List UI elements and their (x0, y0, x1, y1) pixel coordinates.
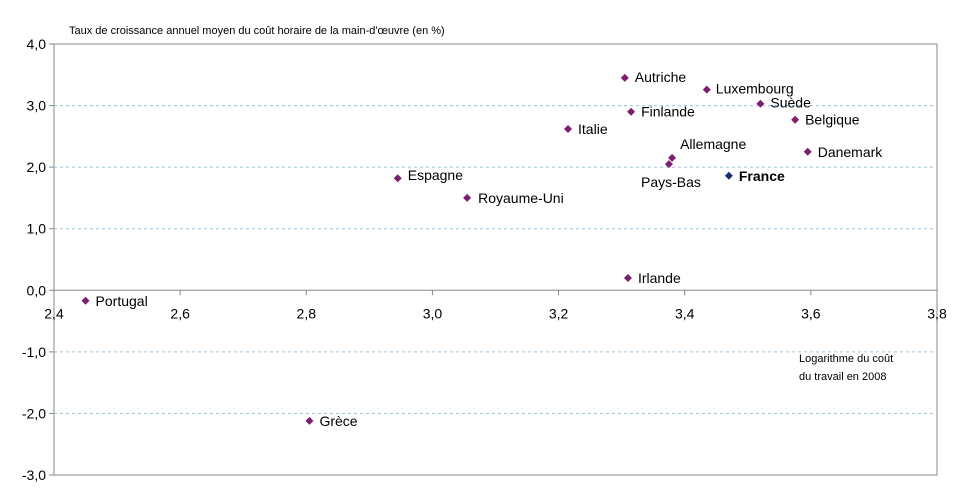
x-axis-label-line2: du travail en 2008 (799, 371, 886, 383)
y-tick-label: 4,0 (27, 36, 47, 52)
point-royaume-uni (463, 193, 472, 202)
x-axis-label-line1: Logarithme du coût (799, 353, 893, 365)
point-portugal (81, 296, 90, 305)
label-irlande: Irlande (638, 270, 681, 286)
label-autriche: Autriche (635, 69, 687, 85)
label-pays-bas: Pays-Bas (641, 174, 701, 190)
x-tick-label: 2,4 (44, 305, 64, 321)
y-tick-label: -2,0 (22, 405, 46, 421)
x-tick-label: 3,8 (927, 305, 947, 321)
x-tick-label: 3,0 (423, 305, 443, 321)
label-gr-ce: Grèce (319, 413, 357, 429)
label-luxembourg: Luxembourg (716, 81, 794, 97)
point-su-de (756, 99, 765, 108)
label-italie: Italie (578, 121, 608, 137)
point-luxembourg (702, 85, 711, 94)
point-autriche (620, 73, 629, 82)
y-tick-label: 0,0 (27, 282, 47, 298)
point-gr-ce (305, 416, 314, 425)
label-france: France (739, 168, 785, 184)
label-allemagne: Allemagne (680, 136, 746, 152)
y-tick-label: 2,0 (27, 159, 47, 175)
y-tick-label: -3,0 (22, 467, 46, 483)
y-tick-label: 1,0 (27, 221, 47, 237)
point-labels: Portugal Grèce Espagne Royaume-Uni Italie Aut… (96, 69, 884, 429)
point-italie (564, 124, 573, 133)
data-points (81, 73, 812, 425)
point-allemagne (668, 153, 677, 162)
point-finlande (627, 107, 636, 116)
chart-title: Taux de croissance annuel moyen du coût … (69, 25, 445, 37)
point-france (724, 171, 733, 180)
point-irlande (623, 273, 632, 282)
label-espagne: Espagne (408, 167, 463, 183)
label-finlande: Finlande (641, 104, 695, 120)
point-espagne (393, 174, 402, 183)
label-belgique: Belgique (805, 112, 860, 128)
x-tick-label: 3,6 (801, 305, 821, 321)
x-tick-label: 3,2 (549, 305, 569, 321)
y-axis-ticks: 4,0 3,0 2,0 1,0 0,0 -1,0 -2,0 -3,0 (22, 36, 54, 483)
plot-area (53, 43, 938, 476)
x-axis-ticks: 2,4 2,6 2,8 3,0 3,2 3,4 3,6 3,8 (44, 290, 947, 321)
label-su-de: Suède (770, 95, 811, 111)
point-pays-bas (664, 160, 673, 169)
y-tick-label: 3,0 (27, 98, 47, 114)
label-portugal: Portugal (96, 293, 148, 309)
x-tick-label: 2,6 (170, 305, 190, 321)
point-danemark (803, 147, 812, 156)
x-tick-label: 3,4 (675, 305, 695, 321)
label-royaume-uni: Royaume-Uni (478, 190, 564, 206)
label-danemark: Danemark (818, 144, 884, 160)
y-tick-label: -1,0 (22, 344, 46, 360)
point-belgique (791, 115, 800, 124)
x-tick-label: 2,8 (297, 305, 317, 321)
